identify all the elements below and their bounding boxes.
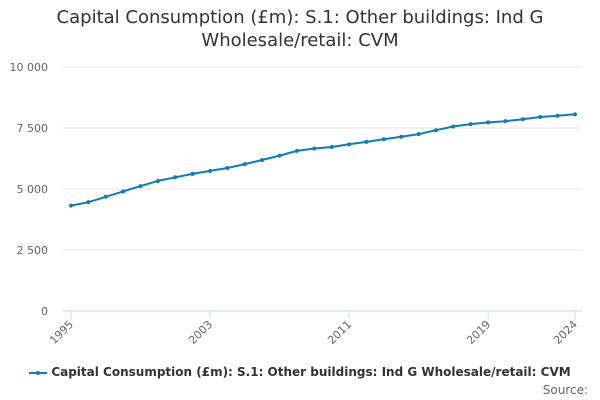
data-point-2004	[225, 166, 230, 171]
x-tick-label-1995: 1995	[47, 318, 76, 347]
data-point-2009	[312, 146, 317, 151]
data-point-2024	[573, 112, 577, 117]
y-tick-label-0: 0	[41, 305, 48, 318]
legend-label: Capital Consumption (£m): S.1: Other bui…	[51, 365, 571, 379]
data-point-2002	[190, 171, 195, 176]
data-point-2000	[155, 178, 160, 183]
y-tick-label-5000: 5 000	[17, 183, 49, 196]
chart-title-line-2: Wholesale/retail: CVM	[201, 30, 399, 51]
legend[interactable]: Capital Consumption (£m): S.1: Other bui…	[0, 365, 600, 379]
data-point-2023	[555, 113, 560, 118]
y-tick-label-7500: 7 500	[17, 122, 49, 135]
series	[69, 112, 577, 208]
x-axis	[63, 310, 582, 319]
data-point-2016	[433, 128, 438, 133]
data-point-1999	[138, 184, 143, 189]
y-axis-labels: 0 2 500 5 000 7 500 10 000	[10, 61, 49, 318]
data-point-2005	[242, 162, 247, 167]
chart-title-line-1: Capital Consumption (£m): S.1: Other bui…	[56, 7, 544, 28]
data-point-2006	[260, 157, 265, 162]
data-point-2012	[364, 139, 369, 144]
data-point-2021	[520, 117, 525, 122]
data-point-2011	[347, 142, 352, 147]
data-point-2003	[208, 168, 213, 173]
x-tick-label-2024: 2024	[551, 318, 580, 347]
data-point-2001	[173, 175, 178, 180]
y-tick-label-2500: 2 500	[17, 244, 49, 257]
data-point-1995	[69, 203, 73, 208]
data-point-1996	[86, 200, 91, 205]
x-tick-label-2019: 2019	[464, 318, 493, 347]
data-point-2017	[451, 124, 456, 129]
data-point-2015	[416, 132, 421, 137]
x-axis-labels: 1995 2003 2011 2019 2024	[47, 318, 580, 347]
source-label: Source:	[542, 383, 588, 397]
data-point-1998	[121, 189, 126, 194]
legend-swatch-icon	[29, 368, 48, 378]
data-point-2019	[486, 120, 491, 125]
data-point-2007	[277, 153, 282, 158]
data-point-2010	[329, 145, 334, 150]
x-tick-label-2011: 2011	[325, 318, 354, 347]
data-point-2014	[399, 134, 404, 139]
series-line-0	[70, 113, 576, 207]
chart-title: Capital Consumption (£m): S.1: Other bui…	[0, 6, 600, 52]
data-point-1997	[103, 194, 108, 199]
data-point-2022	[538, 115, 543, 120]
data-point-2008	[294, 148, 299, 153]
data-point-2018	[468, 122, 473, 127]
x-tick-label-2003: 2003	[186, 318, 215, 347]
data-point-2013	[381, 137, 386, 142]
data-point-2020	[503, 119, 508, 124]
y-tick-label-10000: 10 000	[10, 61, 49, 74]
gridlines	[63, 66, 582, 251]
